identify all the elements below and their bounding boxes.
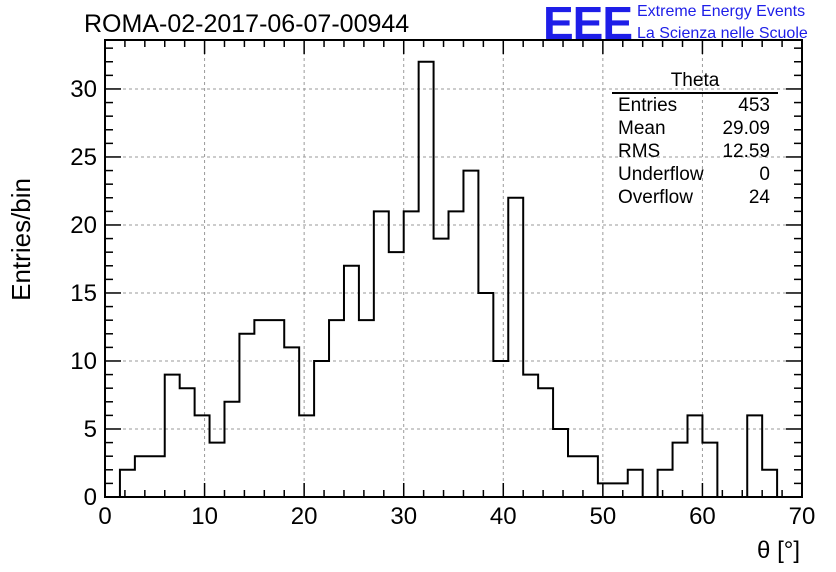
stats-row-entries: Entries 453 bbox=[612, 94, 778, 117]
stats-value: 12.59 bbox=[722, 141, 770, 162]
stats-row-mean: Mean 29.09 bbox=[612, 117, 778, 140]
histogram-series-line bbox=[105, 60, 802, 498]
stats-row-underflow: Underflow 0 bbox=[612, 163, 778, 186]
y-tick-label: 20 bbox=[70, 212, 97, 239]
x-tick-label: 50 bbox=[590, 503, 617, 530]
stats-label: Underflow bbox=[618, 164, 704, 185]
x-tick-label: 0 bbox=[98, 503, 111, 530]
x-tick-label: 70 bbox=[789, 503, 816, 530]
statistics-box: Theta Entries 453 Mean 29.09 RMS 12.59 U… bbox=[612, 70, 778, 209]
stats-label: RMS bbox=[618, 141, 661, 162]
stats-label: Overflow bbox=[618, 187, 693, 208]
x-axis-label: θ [°] bbox=[757, 537, 800, 564]
x-tick-label: 40 bbox=[490, 503, 517, 530]
stats-row-rms: RMS 12.59 bbox=[612, 140, 778, 163]
stats-value: 29.09 bbox=[722, 118, 770, 139]
x-tick-labels: 0 10 20 30 40 50 60 70 bbox=[98, 503, 815, 530]
x-tick-label: 20 bbox=[291, 503, 318, 530]
stats-value: 453 bbox=[738, 95, 770, 116]
y-tick-label: 30 bbox=[70, 76, 97, 103]
eee-logo: EEE bbox=[543, 0, 633, 49]
stats-label: Mean bbox=[618, 118, 666, 139]
grid-lines bbox=[105, 40, 802, 497]
logo-line-2: La Scienza nelle Scuole bbox=[637, 25, 808, 42]
stats-label: Entries bbox=[618, 95, 678, 116]
stats-value: 24 bbox=[748, 187, 770, 208]
y-axis-label: Entries/bin bbox=[6, 178, 36, 301]
y-tick-label: 5 bbox=[84, 416, 97, 443]
y-tick-label: 10 bbox=[70, 348, 97, 375]
logo-line-1: Extreme Energy Events bbox=[637, 3, 806, 20]
x-tick-label: 60 bbox=[689, 503, 716, 530]
y-tick-label: 25 bbox=[70, 144, 97, 171]
plot-frame bbox=[104, 39, 803, 498]
chart-title: ROMA-02-2017-06-07-00944 bbox=[84, 10, 410, 38]
y-tick-label: 0 bbox=[84, 484, 97, 511]
stats-value: 0 bbox=[759, 164, 770, 185]
y-tick-labels: 0 5 10 15 20 25 30 bbox=[70, 76, 97, 511]
stats-title: Theta bbox=[612, 70, 778, 94]
stats-row-overflow: Overflow 24 bbox=[612, 186, 778, 209]
x-tick-label: 10 bbox=[191, 503, 218, 530]
x-tick-label: 30 bbox=[390, 503, 417, 530]
y-tick-label: 15 bbox=[70, 280, 97, 307]
